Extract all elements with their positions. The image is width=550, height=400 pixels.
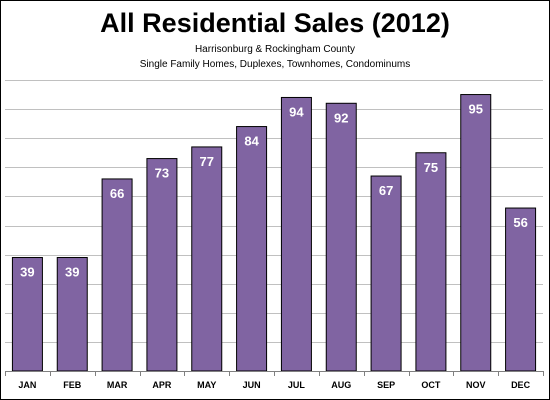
bar-jun (236, 126, 268, 372)
data-label-mar: 66 (110, 186, 124, 201)
bar-nov (460, 94, 492, 372)
bar-sep (370, 175, 402, 372)
bar-may (191, 146, 223, 372)
x-tick-label-sep: SEP (377, 380, 395, 390)
bar-oct (415, 152, 447, 372)
data-label-jun: 84 (244, 134, 259, 149)
bar-mar (101, 178, 133, 372)
bar-apr (146, 158, 178, 372)
x-tick-label-mar: MAR (107, 380, 128, 390)
data-label-aug: 92 (334, 110, 348, 125)
x-tick-label-may: MAY (197, 380, 216, 390)
data-label-nov: 95 (469, 102, 483, 117)
data-label-jan: 39 (20, 265, 34, 280)
x-tick-label-jul: JUL (288, 380, 306, 390)
chart-title: All Residential Sales (2012) (100, 8, 450, 38)
x-tick-label-jan: JAN (18, 380, 36, 390)
chart-subtitle-line-1: Harrisonburg & Rockingham County (194, 44, 356, 55)
x-tick-label-jun: JUN (243, 380, 261, 390)
bar-aug (325, 102, 357, 372)
data-label-apr: 73 (155, 166, 169, 181)
bar-jan (11, 257, 43, 372)
data-label-feb: 39 (65, 265, 79, 280)
bar-feb (56, 257, 88, 372)
data-label-dec: 56 (513, 215, 527, 230)
x-tick-label-nov: NOV (466, 380, 486, 390)
x-tick-label-feb: FEB (63, 380, 82, 390)
plot-area (5, 80, 543, 371)
chart-subtitle-line-2: Single Family Homes, Duplexes, Townhomes… (139, 59, 411, 70)
data-label-sep: 67 (379, 183, 393, 198)
data-label-oct: 75 (424, 160, 438, 175)
x-tick-label-apr: APR (152, 380, 172, 390)
bar-jul (280, 96, 312, 372)
x-tick-label-dec: DEC (511, 380, 531, 390)
data-label-may: 77 (200, 154, 214, 169)
data-label-jul: 94 (289, 104, 304, 119)
x-tick-label-oct: OCT (421, 380, 441, 390)
bar-dec (505, 207, 537, 372)
x-tick-label-aug: AUG (331, 380, 351, 390)
